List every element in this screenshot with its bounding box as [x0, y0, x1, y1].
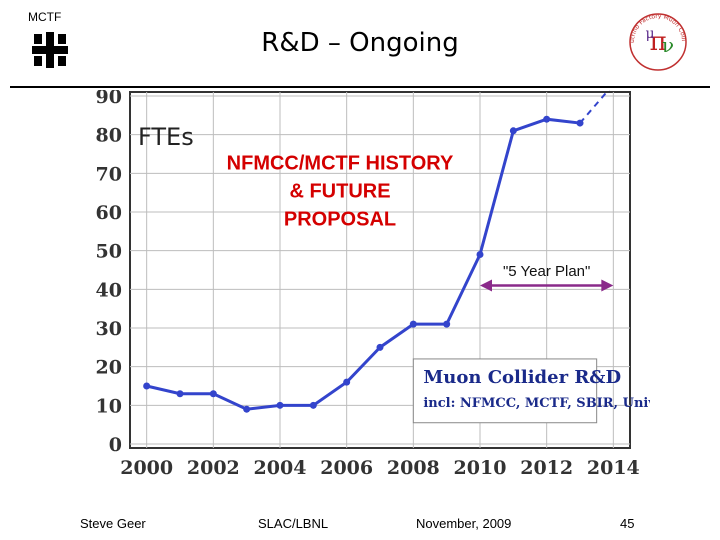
svg-text:π: π	[649, 27, 666, 57]
x-tick-label: 2010	[454, 457, 507, 479]
y-tick-label: 20	[96, 357, 122, 379]
data-point	[576, 119, 584, 127]
fte-points	[143, 115, 584, 413]
data-point	[376, 343, 384, 351]
y-tick-labels: 0 10 20 30 40 50 60 70 80 90	[96, 90, 122, 456]
plan-arrow-left	[480, 279, 492, 292]
svg-text:μ: μ	[645, 26, 654, 42]
data-point	[309, 401, 317, 409]
plan-arrow-right	[601, 279, 614, 292]
y-tick-label: 0	[109, 434, 122, 456]
fte-chart: 0 10 20 30 40 50 60 70 80 90 2000 2002 2004 2006 2008…	[96, 90, 650, 479]
fermilab-logo-icon	[32, 32, 68, 68]
y-tick-label: 30	[96, 318, 122, 340]
y-tick-label: 90	[96, 90, 122, 108]
data-point	[509, 127, 517, 135]
history-annotation: NFMCC/MCTF HISTORY & FUTURE PROPOSAL	[227, 152, 454, 230]
data-point	[243, 405, 251, 413]
x-tick-label: 2006	[320, 457, 373, 479]
x-tick-label: 2008	[387, 457, 440, 479]
muon-box-subtitle: incl: NFMCC, MCTF, SBIR, Univ	[423, 396, 650, 411]
header-rule	[10, 86, 710, 88]
footer-venue: SLAC/LBNL	[258, 516, 329, 531]
x-tick-label: 2000	[120, 457, 173, 479]
data-point	[209, 390, 217, 398]
plan-label: "5 Year Plan"	[503, 263, 590, 280]
data-point	[143, 382, 151, 390]
slide-title: R&D – Ongoing	[261, 28, 459, 58]
y-tick-label: 40	[96, 279, 122, 301]
y-tick-label: 80	[96, 125, 122, 147]
y-tick-label: 70	[96, 163, 122, 185]
x-tick-label: 2002	[187, 457, 240, 479]
plan-annotation: "5 Year Plan"	[480, 263, 614, 292]
footer-date: November, 2009	[416, 516, 512, 531]
data-point	[543, 115, 551, 123]
nfmc-logo-icon: π ν μ Neutrino Factory Muon Collider	[626, 10, 687, 71]
data-point	[409, 320, 417, 328]
y-tick-label: 60	[96, 202, 122, 224]
fte-series-line	[146, 117, 581, 411]
muon-box-frame	[412, 358, 598, 424]
projection-line	[579, 90, 610, 124]
x-tick-label: 2004	[254, 457, 307, 479]
footer-author: Steve Geer	[80, 516, 146, 531]
muon-box: Muon Collider R&D incl: NFMCC, MCTF, SBIR…	[412, 358, 650, 424]
data-point	[443, 320, 451, 328]
muon-box-title: Muon Collider R&D	[423, 367, 621, 388]
data-point	[343, 378, 351, 386]
svg-text:ν: ν	[662, 33, 674, 57]
footer-page: 45	[620, 516, 635, 531]
y-tick-label: 50	[96, 241, 122, 263]
org-label: MCTF	[28, 10, 62, 24]
data-point	[476, 251, 484, 259]
chart-title: FTEs	[138, 123, 194, 151]
x-tick-label: 2012	[520, 457, 573, 479]
projection-label: ??	[621, 90, 638, 92]
x-tick-label: 2014	[587, 457, 640, 479]
y-tick-label: 10	[96, 395, 122, 417]
data-point	[176, 390, 184, 398]
x-tick-labels: 2000 2002 2004 2006 2008 2010 2012 2014	[120, 457, 640, 479]
data-point	[276, 401, 284, 409]
